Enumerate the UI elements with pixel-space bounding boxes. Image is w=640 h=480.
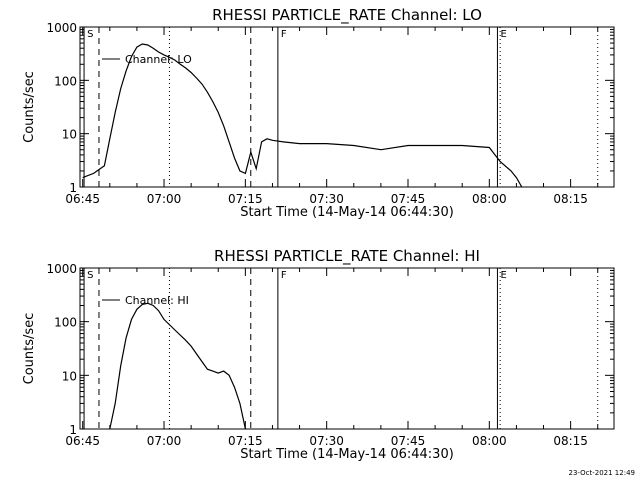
x-tick-label: 08:00 — [472, 434, 507, 448]
x-tick-label: 07:00 — [147, 434, 182, 448]
legend-entry: Channel: HI — [125, 294, 189, 307]
event-marker-label: S — [87, 29, 93, 40]
x-axis-label: Start Time (14-May-14 06:44:30) — [240, 447, 454, 462]
x-tick-label: 06:45 — [65, 434, 100, 448]
x-tick-label: 07:15 — [228, 434, 263, 448]
x-tick-label: 07:45 — [391, 434, 426, 448]
plot-frame — [79, 26, 615, 188]
x-tick-label: 06:45 — [65, 192, 100, 206]
event-marker-label: F — [281, 270, 287, 281]
series-line — [82, 43, 523, 187]
lo-channel-chart: RHESSI PARTICLE_RATE Channel: LO 06:45 07:… — [22, 6, 615, 220]
y-axis-label: Counts/sec — [22, 71, 37, 143]
y-tick-label: 1 — [69, 181, 77, 195]
legend-entry: Channel: LO — [125, 53, 192, 66]
x-tick-label: 07:15 — [228, 192, 263, 206]
plot-frame — [79, 267, 615, 430]
event-marker-label: E — [500, 29, 506, 40]
x-axis-label: Start Time (14-May-14 06:44:30) — [240, 205, 454, 220]
x-tick-label: 08:00 — [472, 192, 507, 206]
x-tick-label: 07:30 — [309, 192, 344, 206]
y-axis-label: Counts/sec — [22, 313, 37, 385]
chart-title: RHESSI PARTICLE_RATE Channel: HI — [214, 247, 480, 266]
x-tick-label: 07:30 — [309, 434, 344, 448]
y-tick-label: 1000 — [46, 21, 77, 35]
footer-timestamp: 23-Oct-2021 12:49 — [569, 469, 635, 477]
x-tick-label: 07:45 — [391, 192, 426, 206]
event-marker-label: S — [87, 270, 93, 281]
y-tick-label: 100 — [54, 74, 77, 88]
x-tick-label: 07:00 — [147, 192, 182, 206]
hi-channel-chart: RHESSI PARTICLE_RATE Channel: HI 06:45 07:… — [22, 247, 615, 462]
chart-title: RHESSI PARTICLE_RATE Channel: LO — [212, 6, 482, 25]
series-line — [109, 302, 246, 429]
event-marker-label: F — [281, 29, 287, 40]
y-tick-label: 10 — [62, 128, 77, 142]
x-tick-label: 08:15 — [553, 434, 588, 448]
y-tick-label: 10 — [62, 369, 77, 383]
y-tick-label: 1000 — [46, 262, 77, 276]
x-tick-label: 08:15 — [553, 192, 588, 206]
y-tick-label: 1 — [69, 423, 77, 437]
y-tick-label: 100 — [54, 316, 77, 330]
event-marker-label: E — [500, 270, 506, 281]
